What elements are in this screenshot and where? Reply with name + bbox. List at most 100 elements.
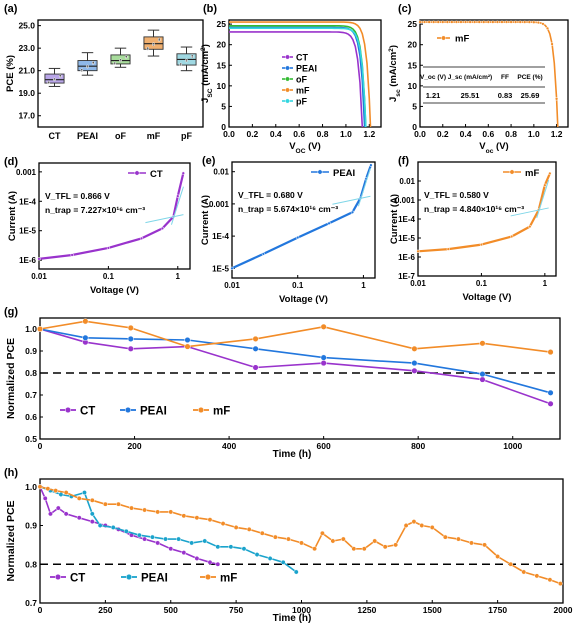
data-point	[327, 221, 331, 225]
y-tick-label: 0	[221, 122, 226, 132]
x-tick-label: 1250	[357, 605, 376, 615]
table-value: 0.83	[498, 91, 513, 100]
y-axis-label: Jsc (mA/cm2)	[388, 45, 402, 102]
data-point	[127, 324, 134, 331]
panel-label: (d)	[4, 156, 18, 168]
data-point	[545, 26, 550, 31]
data-point	[455, 536, 461, 542]
iv-curve-PEAI	[231, 164, 372, 270]
x-axis-label: Time (h)	[273, 613, 312, 624]
y-tick-label: 25.0	[18, 21, 35, 31]
data-point	[45, 486, 51, 492]
box-point	[113, 61, 117, 65]
data-point	[127, 345, 134, 352]
data-point	[89, 519, 95, 525]
table-header: FF	[501, 74, 509, 81]
data-point	[63, 511, 69, 517]
data-point	[48, 511, 53, 517]
data-point	[330, 538, 336, 544]
y-tick-label: 0.001	[395, 196, 416, 205]
x-tick-label: 0.01	[410, 279, 426, 288]
data-point	[176, 194, 180, 198]
x-tick-label: 0.0	[223, 129, 235, 139]
panel-label: (e)	[202, 155, 216, 167]
fit-line	[510, 207, 549, 217]
box-point	[53, 77, 56, 81]
legend-label: mF	[525, 168, 539, 179]
data-point	[351, 546, 357, 552]
plot-frame	[419, 19, 569, 128]
x-tick-label: 0.01	[31, 272, 47, 281]
data-point	[419, 523, 425, 528]
annotation-ntrap: n_trap = 4.840×10¹⁶ cm⁻³	[424, 204, 524, 214]
data-point	[482, 542, 487, 548]
data-point	[58, 492, 64, 497]
y-tick-label: 15	[217, 60, 227, 70]
legend-label: mF	[220, 573, 237, 585]
data-point	[189, 540, 195, 546]
data-point	[215, 561, 221, 567]
data-point	[202, 538, 208, 544]
y-tick-label: 10	[217, 81, 227, 91]
y-tick-label: 10	[408, 81, 418, 91]
legend-label: CT	[150, 169, 163, 180]
legend-label: pF	[296, 97, 307, 107]
panel-label: (h)	[4, 467, 18, 479]
data-point	[320, 323, 327, 330]
box-point	[119, 58, 122, 62]
y-tick-label: 0.01	[399, 177, 415, 186]
box-point	[190, 54, 194, 58]
data-point	[319, 530, 325, 536]
data-point	[106, 246, 111, 250]
data-point	[422, 20, 427, 24]
panel-h: (h) 0 250 500 750 1000 1250 1500 1750 2000 0.7 0.8 0…	[4, 467, 573, 624]
x-tick-label: 1.2	[551, 129, 563, 139]
box-point	[91, 61, 95, 64]
data-point	[495, 554, 501, 559]
panel-label: (c)	[398, 3, 412, 15]
y-tick-label: 0	[412, 122, 417, 132]
data-point	[382, 544, 388, 550]
x-tick-label: 1.0	[340, 129, 352, 139]
stability-curve-PEAI	[39, 328, 551, 394]
data-point	[472, 20, 477, 24]
data-point	[246, 526, 252, 532]
legend-label: PEAI	[296, 64, 317, 74]
data-point	[136, 532, 142, 538]
x-tick-label: 400	[222, 441, 236, 451]
data-point	[500, 20, 504, 24]
y-axis-label: Current (A)	[200, 195, 211, 245]
x-tick-label: 500	[164, 605, 178, 615]
data-point	[312, 546, 318, 552]
data-point	[285, 536, 291, 542]
plot-frame	[231, 161, 376, 279]
box-point	[86, 64, 89, 68]
x-axis-label: Voltage (V)	[279, 294, 328, 305]
x-tick-label: 0.0	[414, 129, 426, 139]
data-point	[110, 524, 116, 530]
data-point	[220, 521, 226, 527]
box-point	[47, 80, 51, 84]
data-point	[296, 235, 300, 240]
data-point	[82, 334, 89, 341]
y-tick-label: 20	[408, 40, 418, 50]
y-axis-label: JSC (mA/cm2)	[200, 44, 214, 103]
box-point	[80, 68, 84, 72]
data-point	[176, 536, 182, 542]
table-value: 25.51	[461, 91, 480, 100]
data-point	[272, 534, 278, 540]
data-point	[76, 495, 82, 501]
y-tick-label: 0.001	[16, 168, 37, 177]
data-point	[252, 364, 259, 371]
annotation-vtfl: V_TFL = 0.866 V	[45, 191, 110, 201]
data-point	[280, 559, 286, 565]
data-point	[468, 20, 472, 24]
data-point	[37, 257, 41, 261]
data-point	[479, 242, 484, 247]
data-point	[139, 236, 144, 241]
x-tick-label: 0.1	[103, 272, 115, 281]
x-tick-label: 250	[98, 605, 112, 615]
x-tick-label: 800	[411, 441, 425, 451]
data-point	[82, 318, 89, 325]
data-point	[127, 335, 134, 342]
